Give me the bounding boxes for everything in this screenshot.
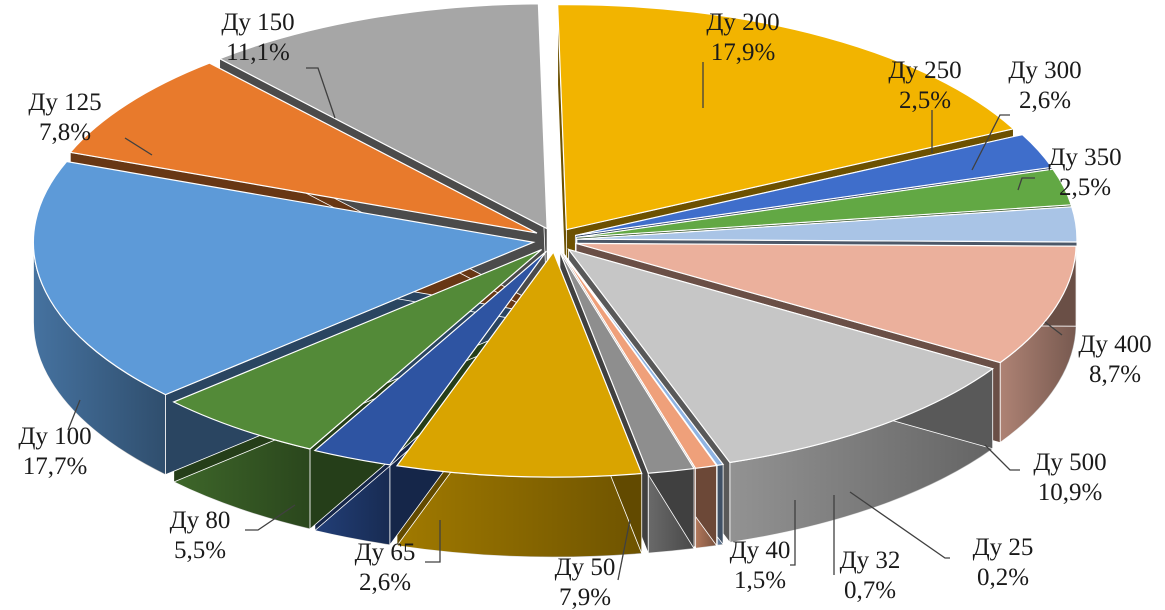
pie-slice-ду-50 <box>395 250 643 478</box>
leader-line <box>425 520 441 563</box>
slice-label: Ду 300 <box>1008 57 1081 84</box>
pie-slice-ду-300 <box>576 168 1073 238</box>
pie-slice-ду-100 <box>32 160 536 396</box>
slice-label: Ду 400 <box>1078 331 1151 358</box>
slice-label: Ду 50 <box>555 554 616 581</box>
slice-label: Ду 100 <box>18 423 91 450</box>
slice-value-label: 0,7% <box>844 577 896 604</box>
slice-label: Ду 350 <box>1048 144 1121 171</box>
slice-label: Ду 250 <box>888 57 961 84</box>
slice-label: Ду 40 <box>730 537 791 564</box>
pie-slice-ду-65 <box>313 250 547 466</box>
slice-value-label: 5,5% <box>174 537 226 564</box>
pie-slice-ду-350 <box>576 206 1078 243</box>
leader-line <box>124 137 153 156</box>
slice-value-label: 7,9% <box>559 584 611 610</box>
slice-label: Ду 125 <box>28 89 101 116</box>
leader-line <box>617 519 631 581</box>
slice-value-label: 7,8% <box>39 119 91 146</box>
leader-line <box>245 504 296 531</box>
slice-label: Ду 65 <box>355 539 416 566</box>
pie-slice-side-shade <box>1000 246 1077 443</box>
slice-value-label: 17,9% <box>711 39 776 66</box>
slice-value-label: 0,2% <box>977 564 1029 591</box>
pie-slice-ду-250 <box>575 133 1053 237</box>
slice-value-label: 10,9% <box>1038 479 1103 506</box>
slice-value-label: 2,5% <box>899 87 951 114</box>
slice-value-label: 8,7% <box>1089 361 1141 388</box>
slice-value-label: 1,5% <box>734 567 786 594</box>
pie-slice-side-shade <box>396 465 642 558</box>
slice-label: Ду 80 <box>170 507 231 534</box>
leader-line <box>849 491 950 559</box>
slice-label: Ду 500 <box>1033 449 1106 476</box>
slice-label: Ду 150 <box>221 9 294 36</box>
pie-slice-side-shade <box>33 242 166 475</box>
pie-slice-ду-500 <box>567 248 995 464</box>
pie-slice-ду-125 <box>69 62 538 234</box>
slice-value-label: 2,6% <box>359 569 411 596</box>
slice-value-label: 11,1% <box>226 39 290 66</box>
leader-line <box>790 500 796 566</box>
pie-slice-ду-80 <box>172 249 543 450</box>
leader-line <box>306 67 336 119</box>
pie-slice-ду-150 <box>218 3 548 230</box>
slice-label: Ду 25 <box>973 534 1034 561</box>
slice-value-label: 17,7% <box>23 453 88 480</box>
leader-line <box>984 444 1020 471</box>
leader-line <box>971 114 1010 171</box>
slice-value-label: 2,6% <box>1019 87 1071 114</box>
pie-slice-ду-32 <box>560 251 718 469</box>
slice-label: Ду 200 <box>706 9 779 36</box>
pie-slice-ду-40 <box>559 251 696 474</box>
pie-slice-ду-400 <box>575 242 1077 364</box>
slice-label: Ду 32 <box>840 547 901 574</box>
pie-slice-ду-200 <box>557 4 1015 231</box>
leader-line <box>67 399 81 431</box>
leader-line <box>1044 321 1063 336</box>
leader-line <box>1017 177 1035 191</box>
slice-value-label: 2,5% <box>1059 174 1111 201</box>
